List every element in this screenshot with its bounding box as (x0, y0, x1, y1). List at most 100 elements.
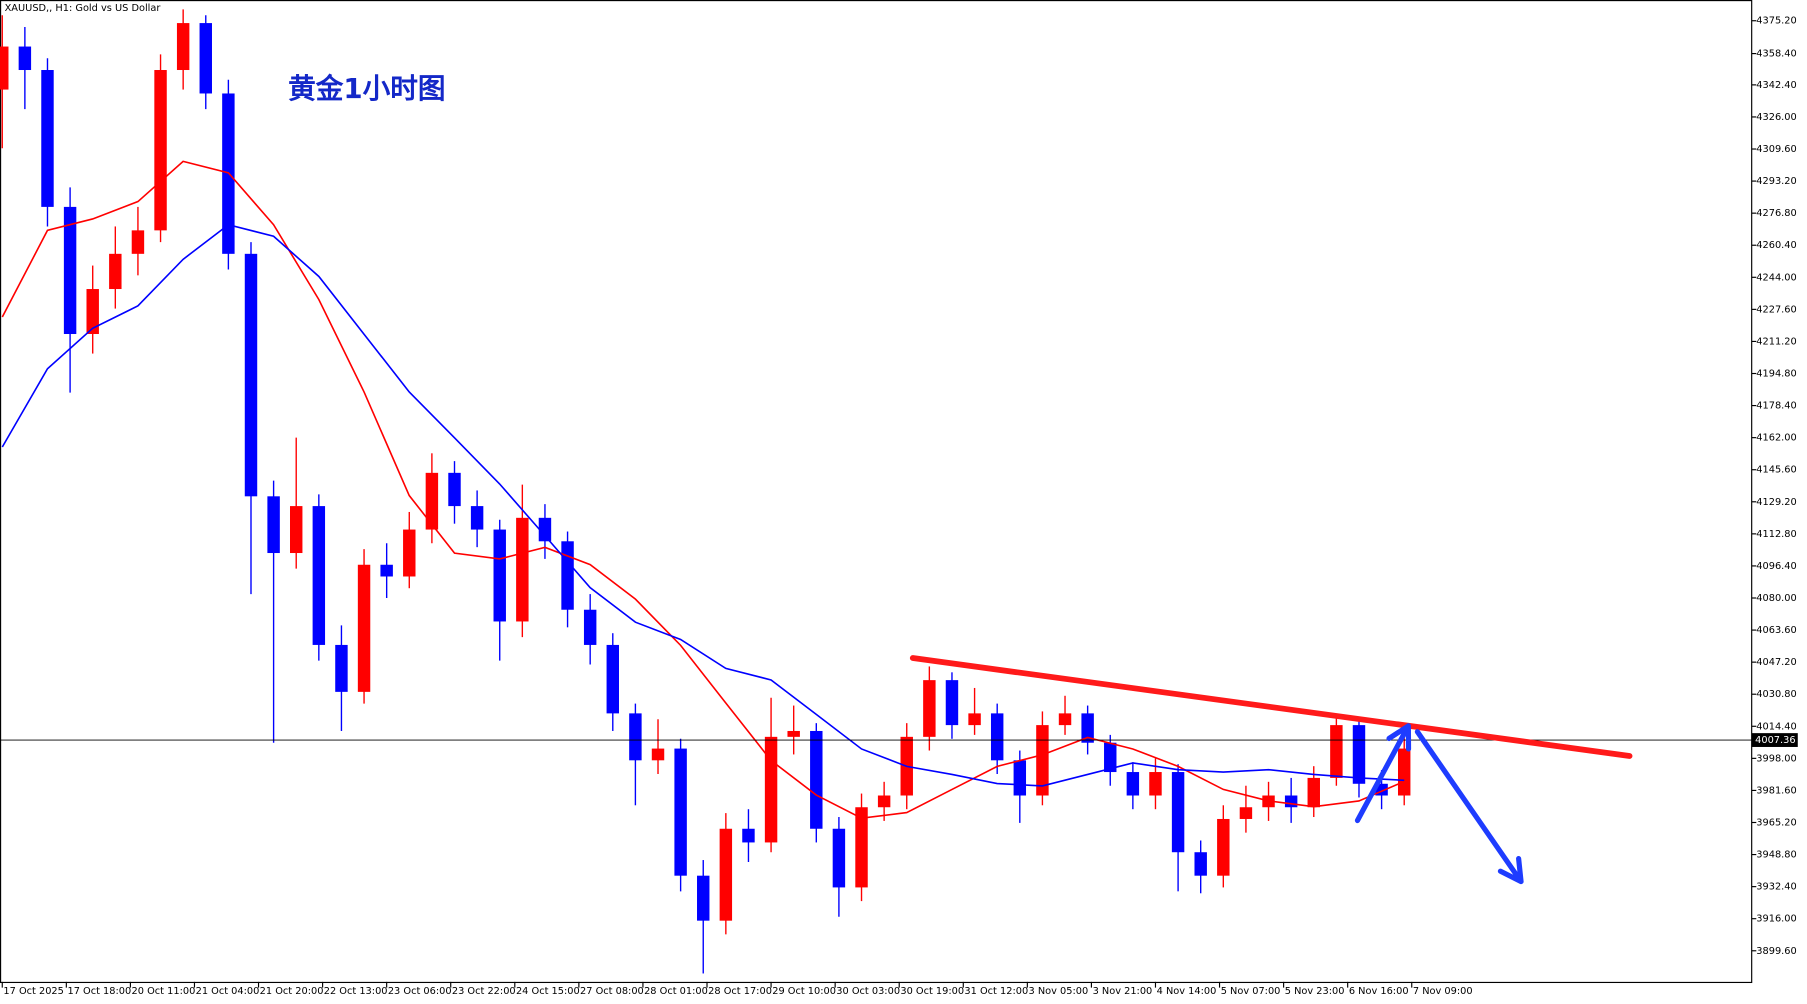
x-tick-label: 31 Oct 12:00 (964, 986, 1028, 997)
candle-body (267, 496, 280, 554)
candle-body (380, 564, 393, 577)
candle-body (154, 70, 167, 231)
candle-body (606, 644, 620, 714)
candle-body (742, 828, 755, 843)
y-tick-label: 3965.20 (1756, 817, 1796, 828)
x-tick-label: 24 Oct 15:00 (516, 986, 580, 997)
candle-body (674, 748, 687, 876)
candle-body (131, 230, 145, 254)
y-tick-label: 3998.00 (1756, 753, 1796, 764)
candle-body (357, 564, 371, 692)
candle-body (1013, 760, 1027, 796)
x-tick-label: 30 Oct 19:00 (900, 986, 964, 997)
candle-body (1149, 772, 1162, 796)
x-tick-label: 17 Oct 2025 (3, 986, 63, 997)
last-price-box (1751, 733, 1798, 747)
candle-body (176, 23, 190, 71)
chart-header: XAUUSD,, H1: Gold vs US Dollar (5, 3, 162, 14)
candle-body (1284, 795, 1298, 808)
y-tick-label: 4211.20 (1756, 336, 1796, 347)
x-tick-label: 23 Oct 22:00 (452, 986, 516, 997)
x-tick-label: 7 Nov 09:00 (1413, 986, 1473, 997)
candle-body (1104, 742, 1117, 773)
candle-body (516, 517, 529, 622)
candle-body (1036, 725, 1049, 796)
candle-body (923, 680, 936, 737)
candle-body (855, 807, 868, 888)
y-tick-label: 3981.60 (1756, 785, 1796, 796)
y-tick-label: 4047.20 (1756, 657, 1796, 668)
candle-body (629, 713, 642, 761)
candle-body (1330, 725, 1343, 778)
arrow (1414, 729, 1524, 885)
x-tick-label: 28 Oct 01:00 (644, 986, 708, 997)
candle-body (968, 713, 981, 726)
y-tick-label: 4358.40 (1756, 49, 1796, 60)
candle-body (109, 253, 122, 290)
y-tick-label: 3916.00 (1756, 914, 1796, 925)
y-tick-label: 4162.00 (1756, 433, 1796, 444)
candle-body (448, 472, 461, 507)
arrow (1354, 723, 1412, 824)
x-tick-label: 17 Oct 18:00 (67, 986, 131, 997)
x-tick-label: 30 Oct 03:00 (836, 986, 900, 997)
x-tick-label: 21 Oct 20:00 (260, 986, 324, 997)
y-tick-label: 4096.40 (1756, 561, 1796, 572)
y-tick-label: 3948.80 (1756, 850, 1796, 861)
y-tick-label: 4178.40 (1756, 401, 1796, 412)
candle-body (1081, 713, 1094, 743)
x-tick-label: 21 Oct 04:00 (196, 986, 260, 997)
candle-body (561, 541, 574, 610)
candle-body (1375, 783, 1388, 796)
candle-body (1307, 777, 1320, 808)
candle-body (63, 206, 77, 335)
x-tick-label: 6 Nov 16:00 (1349, 986, 1409, 997)
candle-body (719, 828, 733, 921)
y-tick-label: 4063.60 (1756, 625, 1796, 636)
candle-body (945, 680, 959, 726)
candle-body (990, 713, 1004, 761)
y-tick-label: 4145.60 (1756, 465, 1796, 476)
candle-body (1126, 772, 1140, 796)
candle-body (244, 253, 258, 497)
x-tick-label: 23 Oct 06:00 (388, 986, 452, 997)
candle-body (697, 875, 710, 921)
candle-body (810, 730, 823, 829)
candle-body (1217, 818, 1230, 876)
candle-body (1194, 852, 1207, 876)
candle-body (832, 828, 846, 888)
chart-title: 黄金1小时图 (288, 72, 445, 105)
x-tick-label: 29 Oct 10:00 (772, 986, 836, 997)
y-tick-label: 4080.00 (1756, 593, 1796, 604)
y-tick-label: 4276.80 (1756, 208, 1796, 219)
candle-body (1352, 725, 1366, 784)
candle-body (787, 730, 800, 737)
y-tick-label: 4293.20 (1756, 176, 1796, 187)
y-tick-label: 4129.20 (1756, 497, 1796, 508)
candle-body (0, 46, 9, 90)
x-tick-label: 4 Nov 14:00 (1157, 986, 1217, 997)
y-tick-label: 4194.80 (1756, 369, 1796, 380)
candle-body (86, 289, 99, 335)
y-tick-label: 4260.40 (1756, 240, 1796, 251)
y-tick-label: 4375.20 (1756, 16, 1796, 27)
x-tick-label: 5 Nov 07:00 (1221, 986, 1281, 997)
candle-body (312, 506, 326, 645)
candle-body (18, 46, 32, 71)
y-tick-label: 4227.60 (1756, 304, 1796, 315)
candle-body (199, 23, 212, 94)
candle-body (470, 506, 484, 530)
candle-body (651, 748, 665, 761)
x-tick-label: 27 Oct 08:00 (580, 986, 644, 997)
y-tick-label: 4014.40 (1756, 721, 1796, 732)
candle-body (1058, 713, 1072, 726)
last-price-label: 4007.36 (1755, 735, 1795, 746)
x-tick-label: 28 Oct 17:00 (708, 986, 772, 997)
candle-body (877, 795, 891, 808)
candle-body (290, 506, 303, 554)
y-tick-label: 4326.00 (1756, 112, 1796, 123)
y-tick-label: 4244.00 (1756, 272, 1796, 283)
y-tick-label: 4309.60 (1756, 144, 1796, 155)
